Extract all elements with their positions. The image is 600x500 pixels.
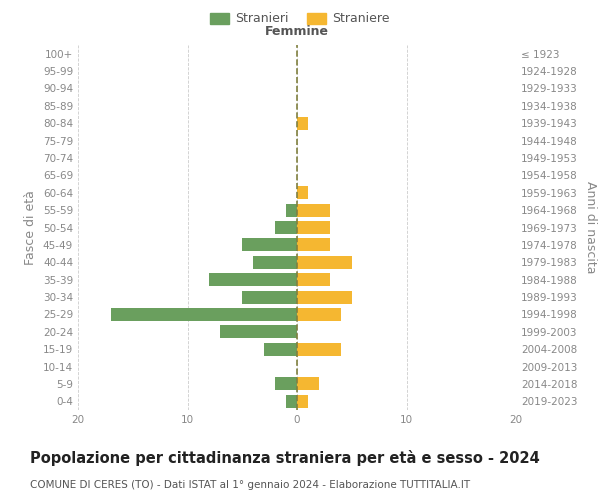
- Bar: [297, 221, 330, 234]
- Bar: [275, 221, 297, 234]
- Bar: [297, 395, 308, 408]
- Bar: [297, 273, 330, 286]
- Bar: [264, 342, 297, 355]
- Y-axis label: Fasce di età: Fasce di età: [25, 190, 37, 265]
- Bar: [209, 273, 297, 286]
- Text: Popolazione per cittadinanza straniera per età e sesso - 2024: Popolazione per cittadinanza straniera p…: [30, 450, 540, 466]
- Bar: [297, 204, 330, 216]
- Text: Femmine: Femmine: [265, 24, 329, 38]
- Bar: [297, 378, 319, 390]
- Bar: [242, 238, 297, 252]
- Bar: [297, 256, 352, 269]
- Bar: [297, 342, 341, 355]
- Bar: [242, 290, 297, 304]
- Bar: [297, 308, 341, 321]
- Legend: Stranieri, Straniere: Stranieri, Straniere: [204, 6, 396, 32]
- Y-axis label: Anni di nascita: Anni di nascita: [584, 181, 597, 274]
- Text: COMUNE DI CERES (TO) - Dati ISTAT al 1° gennaio 2024 - Elaborazione TUTTITALIA.I: COMUNE DI CERES (TO) - Dati ISTAT al 1° …: [30, 480, 470, 490]
- Bar: [297, 116, 308, 130]
- Bar: [253, 256, 297, 269]
- Bar: [286, 204, 297, 216]
- Bar: [111, 308, 297, 321]
- Bar: [220, 326, 297, 338]
- Bar: [297, 290, 352, 304]
- Bar: [297, 186, 308, 200]
- Bar: [297, 238, 330, 252]
- Bar: [275, 378, 297, 390]
- Bar: [286, 395, 297, 408]
